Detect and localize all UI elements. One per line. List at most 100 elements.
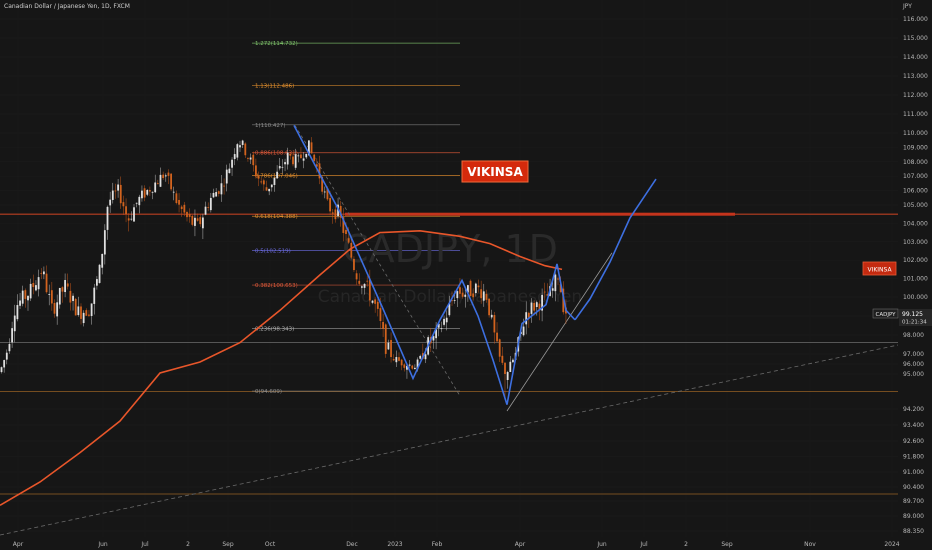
last-price-value: 99.125 [902, 311, 923, 318]
long-term-support-trendline [0, 344, 899, 536]
candle-body [472, 293, 475, 298]
candle-body [233, 154, 236, 160]
candle-body [538, 303, 541, 311]
candle-body [149, 190, 151, 192]
candle-body [5, 352, 8, 360]
fib-level-label: 0.382(100.653) [255, 283, 298, 289]
bar-countdown: 01:21:34 [902, 320, 927, 326]
candle-body [154, 182, 157, 193]
candle-body [294, 154, 297, 168]
candle-body [533, 302, 536, 311]
candle-body [546, 294, 549, 296]
price-tick-label: 91.000 [903, 469, 924, 476]
candle-body [334, 209, 337, 220]
candle-body [403, 364, 406, 368]
candle-body [204, 206, 207, 215]
candle-body [252, 154, 255, 166]
price-tick-label: 92.600 [903, 438, 924, 445]
candle-body [3, 360, 6, 368]
candle-body [464, 294, 467, 297]
gridlines [0, 0, 898, 537]
trend-lines[interactable] [0, 125, 899, 536]
candle-body [530, 302, 533, 314]
candle-body [146, 189, 149, 195]
candle-body [74, 298, 77, 316]
candle-body [384, 324, 387, 354]
candle-body [215, 192, 218, 197]
candle-body [448, 303, 451, 316]
candle-body [437, 323, 440, 328]
candle-body [268, 188, 271, 192]
candle-body [164, 175, 167, 177]
candle-body [138, 196, 141, 206]
candle-body [289, 153, 292, 156]
candle-body [212, 192, 215, 198]
fib-level-label: 0.618(104.388) [255, 214, 298, 220]
fib-level-label: 0.236(98.343) [255, 327, 294, 333]
candle-body [24, 290, 27, 299]
price-tick-label: 98.000 [903, 332, 924, 339]
price-tick-label: 88.350 [903, 528, 924, 535]
candle-body [223, 185, 225, 187]
candle-body [308, 140, 310, 156]
candle-body [326, 188, 329, 200]
fibonacci-extension[interactable]: 1.272(114.732) 1.13(112.486) 1(110.427) 0.8… [252, 41, 460, 395]
watermark-symbol: CADJPY, 1D [342, 227, 558, 271]
candle-body [244, 143, 247, 156]
rising-channel-line [506, 252, 613, 412]
candle-body [93, 287, 96, 304]
candle-body [186, 212, 188, 218]
candle-body [490, 314, 493, 318]
candle-body [541, 294, 543, 311]
fib-level-label: 0.5(102.519) [255, 249, 291, 255]
candle-body [119, 184, 122, 204]
price-tick-label: 102.000 [903, 257, 928, 264]
candle-body [236, 144, 239, 158]
fib-level-label: 0.886(108.631) [255, 151, 298, 157]
candle-body [207, 207, 210, 208]
time-tick-label: Sep [222, 541, 234, 548]
time-tick-label: Feb [432, 541, 443, 548]
candle-body [56, 302, 59, 317]
candle-body [358, 280, 361, 284]
candle-body [82, 312, 85, 324]
candle-body [127, 218, 130, 221]
candle-body [40, 272, 43, 274]
price-axis-panel[interactable] [898, 0, 932, 550]
time-tick-label: Apr [515, 541, 526, 548]
candle-body [27, 295, 29, 301]
price-tick-label: 115.000 [903, 35, 928, 42]
candle-body [419, 355, 422, 359]
time-axis-panel[interactable] [0, 538, 932, 550]
time-axis: Apr Jun Jul 2 Sep Oct Dec 2023 Feb Apr Jun Jul 2 Sep N… [13, 541, 900, 548]
candle-body [339, 205, 342, 218]
price-tick-label: 100.000 [903, 294, 928, 301]
candle-body [512, 359, 514, 363]
fib-level-label: 1.13(112.486) [255, 84, 294, 90]
vikinsa-note[interactable]: VIKINSA [461, 160, 529, 183]
candle-body [172, 191, 175, 193]
symbol-header: Canadian Dollar / Japanese Yen, 1D, FXCM [4, 3, 130, 10]
candle-body [361, 286, 363, 288]
candle-body [37, 277, 40, 290]
candle-body [61, 287, 64, 292]
candle-body [347, 238, 350, 243]
candle-body [231, 159, 233, 168]
candle-body [260, 181, 263, 183]
candle-body [276, 171, 278, 179]
candle-body [58, 287, 61, 305]
projection-path[interactable] [574, 178, 657, 321]
candle-body [477, 285, 480, 288]
candle-body [318, 163, 321, 179]
candle-body [408, 364, 411, 366]
w-pattern-line[interactable] [293, 125, 576, 405]
candle-body [114, 190, 117, 192]
candle-body [480, 289, 483, 299]
candle-body [202, 217, 204, 229]
candle-body [350, 242, 353, 258]
candle-body [398, 357, 400, 361]
candle-body [220, 183, 223, 195]
candle-body [424, 354, 427, 360]
candle-body [493, 315, 496, 333]
